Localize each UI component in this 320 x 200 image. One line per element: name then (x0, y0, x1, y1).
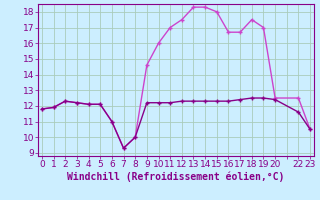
X-axis label: Windchill (Refroidissement éolien,°C): Windchill (Refroidissement éolien,°C) (67, 172, 285, 182)
